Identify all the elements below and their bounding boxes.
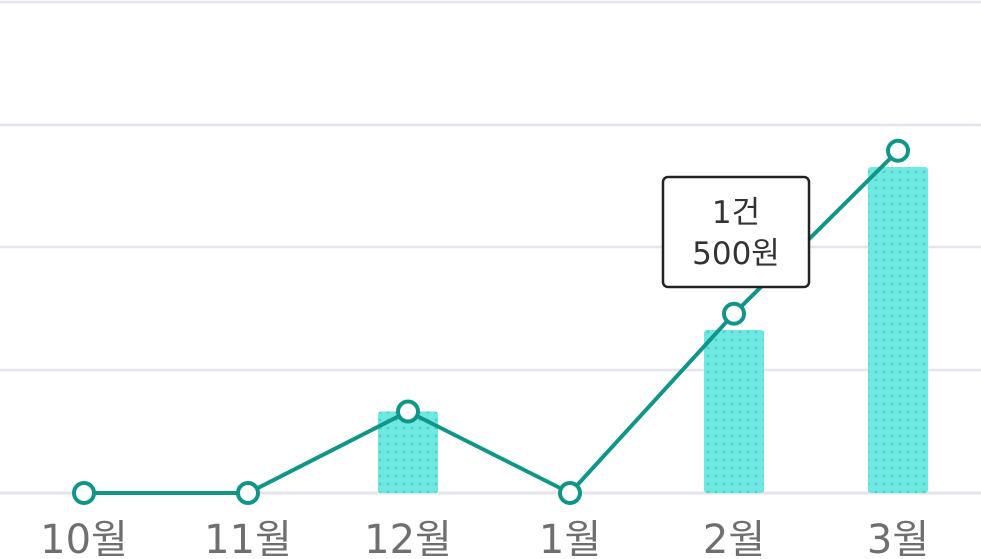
x-axis-ticks: 10월 11월 12월 1월 2월 3월 <box>40 517 929 559</box>
tooltip: 1건 500원 <box>661 175 811 289</box>
data-point[interactable] <box>722 301 746 326</box>
tooltip-amount: 500원 <box>692 236 780 272</box>
data-point[interactable] <box>236 481 260 505</box>
x-tick-label: 11월 <box>204 517 292 559</box>
x-tick-label: 2월 <box>703 517 765 559</box>
points <box>72 138 910 505</box>
x-tick-label: 1월 <box>539 517 601 559</box>
x-tick-label: 3월 <box>867 517 929 559</box>
data-point[interactable] <box>72 481 96 505</box>
bar[interactable] <box>704 330 764 493</box>
bars <box>378 167 928 493</box>
tooltip-count: 1건 <box>712 195 760 231</box>
grid <box>0 0 981 495</box>
data-point[interactable] <box>886 138 910 163</box>
x-tick-label: 12월 <box>364 517 452 559</box>
data-point[interactable] <box>558 481 582 505</box>
tooltip-box <box>661 175 811 289</box>
data-point[interactable] <box>396 399 420 424</box>
bar[interactable] <box>378 411 438 494</box>
bar[interactable] <box>868 167 928 493</box>
x-tick-label: 10월 <box>40 517 128 559</box>
